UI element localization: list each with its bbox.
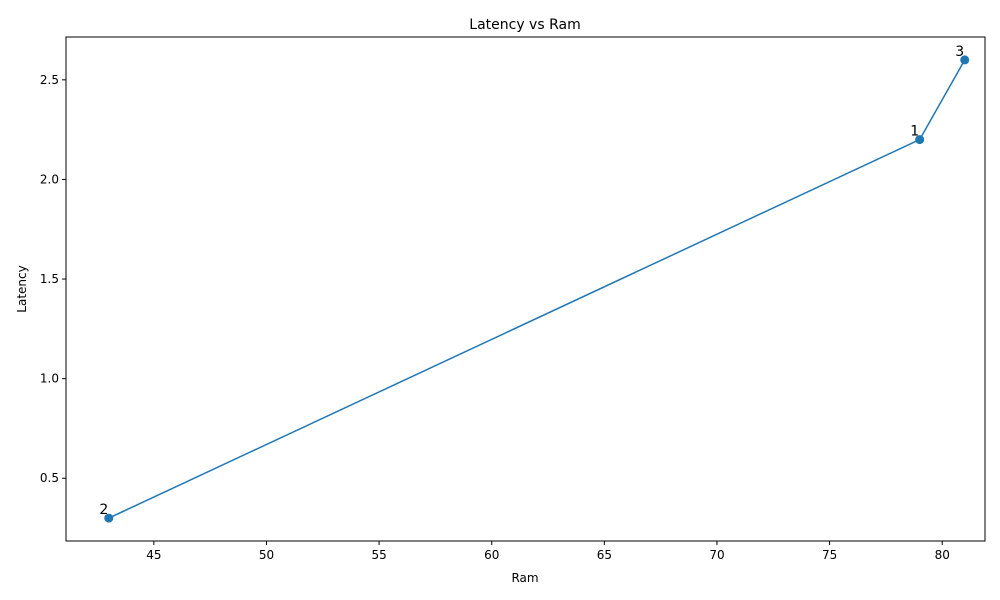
data-point-marker	[915, 135, 925, 145]
data-point-label: 1	[910, 124, 919, 140]
series-layer: 1 2 3	[99, 44, 970, 523]
y-tick-label: 1.0	[40, 372, 59, 386]
y-tick-label: 1.5	[40, 272, 59, 286]
x-axis-label: Ram	[511, 571, 538, 585]
y-tick-label: 0.5	[40, 471, 59, 485]
chart-title: Latency vs Ram	[469, 17, 580, 33]
x-axis-ticks: 45 50 55 60 65 70 75 80	[146, 541, 950, 562]
plot-area-frame	[65, 36, 986, 542]
data-point-label: 3	[955, 44, 964, 60]
y-tick-label: 2.0	[40, 172, 59, 186]
x-tick-label: 55	[371, 548, 386, 562]
x-tick-label: 45	[146, 548, 161, 562]
data-point-marker	[104, 513, 114, 523]
y-axis-ticks: 0.5 1.0 1.5 2.0 2.5	[40, 73, 66, 485]
x-tick-label: 80	[935, 548, 950, 562]
data-point-label: 2	[99, 502, 108, 518]
y-axis-label: Latency	[15, 265, 29, 312]
x-tick-label: 50	[259, 548, 274, 562]
x-tick-label: 65	[597, 548, 612, 562]
y-tick-label: 2.5	[40, 73, 59, 87]
x-tick-label: 60	[484, 548, 499, 562]
x-tick-label: 70	[709, 548, 724, 562]
data-point-marker	[960, 55, 970, 65]
x-tick-label: 75	[822, 548, 837, 562]
